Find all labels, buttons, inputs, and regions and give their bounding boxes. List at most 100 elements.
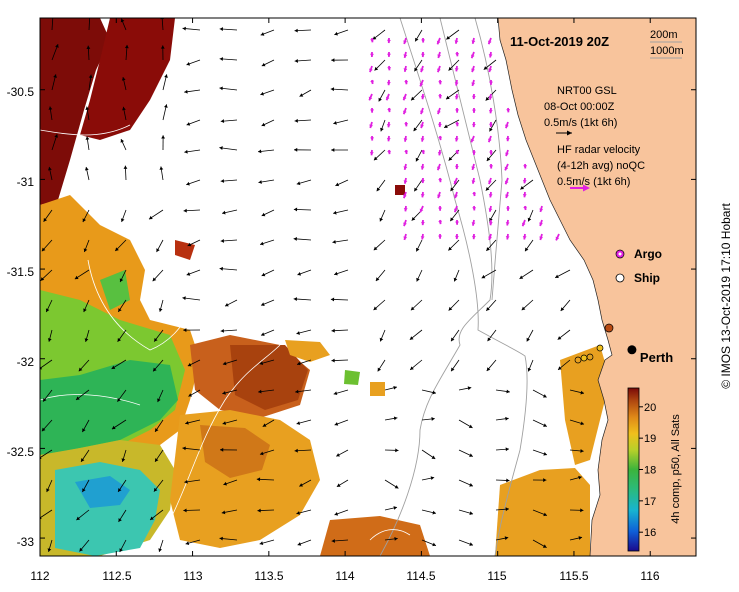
current-arrow-head xyxy=(369,68,373,73)
current-arrow-head xyxy=(415,157,420,162)
current-arrow-head xyxy=(293,237,297,241)
map-title: 11-Oct-2019 20Z xyxy=(510,34,609,49)
current-arrow-head xyxy=(221,510,226,515)
current-arrow-head xyxy=(438,136,443,141)
y-tick-label: -32.5 xyxy=(7,445,35,459)
current-arrow-head xyxy=(430,476,435,481)
current-arrow-head xyxy=(76,516,81,521)
current-arrow-head xyxy=(393,506,398,510)
current-arrow-head xyxy=(437,68,441,73)
current-arrow-head xyxy=(370,53,374,57)
current-arrow-head xyxy=(184,89,188,94)
current-arrow-head xyxy=(45,308,50,313)
current-arrow-head xyxy=(186,62,191,66)
current-arrow-head xyxy=(414,67,418,72)
current-arrow-head xyxy=(219,536,223,541)
current-arrow-head xyxy=(539,222,543,227)
current-arrow-head xyxy=(450,187,454,192)
current-arrow-head xyxy=(123,165,128,169)
current-arrow-head xyxy=(85,136,90,140)
current-arrow-head xyxy=(420,95,425,100)
current-arrow-head xyxy=(471,166,476,170)
argo-label: Argo xyxy=(634,247,662,261)
current-arrow-head xyxy=(331,538,335,543)
current-arrow-head xyxy=(448,306,453,311)
current-arrow-head xyxy=(404,150,409,155)
current-arrow-head xyxy=(403,207,408,212)
current-arrow-head xyxy=(377,367,382,372)
isobaths xyxy=(379,18,528,556)
current-arrow-head xyxy=(489,127,493,132)
current-arrow-head xyxy=(261,302,265,306)
current-arrow-head xyxy=(420,166,425,170)
current-arrow-head xyxy=(472,151,476,155)
current-arrow-head xyxy=(220,179,225,183)
current-arrow-head xyxy=(505,137,510,142)
current-arrow-head xyxy=(419,82,424,87)
hf-radar-arrows xyxy=(368,37,560,241)
current-arrow-head xyxy=(543,423,547,427)
current-arrow-head xyxy=(257,508,261,513)
ship-marker-icon xyxy=(615,273,625,283)
current-arrow-head xyxy=(153,367,157,372)
x-tick-label: 115 xyxy=(487,569,506,583)
current-arrow-head xyxy=(469,483,473,487)
sst-field xyxy=(40,18,610,556)
current-arrow-head xyxy=(403,236,408,240)
current-arrow-head xyxy=(438,235,442,239)
current-arrow-head xyxy=(118,488,122,492)
current-arrow-head xyxy=(523,165,528,169)
colorbar-tick: 16 xyxy=(644,527,656,539)
current-arrow-head xyxy=(222,391,226,395)
x-tick-label: 113.5 xyxy=(254,569,283,583)
current-arrow-head xyxy=(330,87,335,92)
current-arrow-head xyxy=(468,424,473,428)
current-arrow-head xyxy=(471,40,476,44)
current-arrow-head xyxy=(152,277,157,282)
current-arrow-head xyxy=(83,308,87,313)
current-arrow-head xyxy=(369,124,374,129)
current-arrow-head xyxy=(446,95,450,100)
current-arrow-head xyxy=(488,194,493,198)
current-arrow-head xyxy=(403,222,407,227)
current-arrow-head xyxy=(489,165,493,169)
current-arrow-head xyxy=(294,448,298,453)
current-arrow-head xyxy=(505,124,509,129)
current-arrow-head xyxy=(380,127,384,132)
current-arrow-head xyxy=(158,548,162,552)
current-arrow-head xyxy=(333,210,337,215)
current-arrow-head xyxy=(219,266,223,271)
current-arrow-head xyxy=(185,541,190,545)
current-arrow-head xyxy=(55,44,59,48)
current-arrow-head xyxy=(262,423,267,427)
current-arrow-head xyxy=(259,451,264,456)
current-arrow-head xyxy=(410,306,415,311)
current-arrow-head xyxy=(164,74,168,78)
current-arrow-head xyxy=(294,58,298,63)
y-tick-label: -32 xyxy=(17,355,35,369)
current-arrow-head xyxy=(448,156,453,161)
current-arrow-head xyxy=(472,207,477,211)
current-arrow-head xyxy=(183,328,187,333)
current-arrow-head xyxy=(82,488,86,493)
current-arrow-head xyxy=(431,455,436,459)
current-arrow-head xyxy=(370,80,375,84)
current-arrow-head xyxy=(183,208,187,213)
current-arrow-head xyxy=(489,81,493,85)
current-arrow-head xyxy=(333,121,337,125)
current-arrow-head xyxy=(453,277,458,282)
current-arrow-head xyxy=(527,367,532,372)
current-arrow-head xyxy=(454,208,458,213)
current-arrow-head xyxy=(117,397,121,402)
current-arrow-head xyxy=(539,236,544,240)
current-arrow-head xyxy=(294,28,298,33)
current-arrow-head xyxy=(437,110,441,115)
current-arrow-head xyxy=(504,180,509,185)
current-arrow-head xyxy=(82,428,86,433)
current-arrow-head xyxy=(469,542,473,546)
current-arrow-head xyxy=(471,235,476,240)
current-arrow-head xyxy=(505,416,509,421)
current-arrow-head xyxy=(506,389,510,394)
current-arrow-head xyxy=(220,447,224,452)
current-arrow-head xyxy=(471,68,475,73)
